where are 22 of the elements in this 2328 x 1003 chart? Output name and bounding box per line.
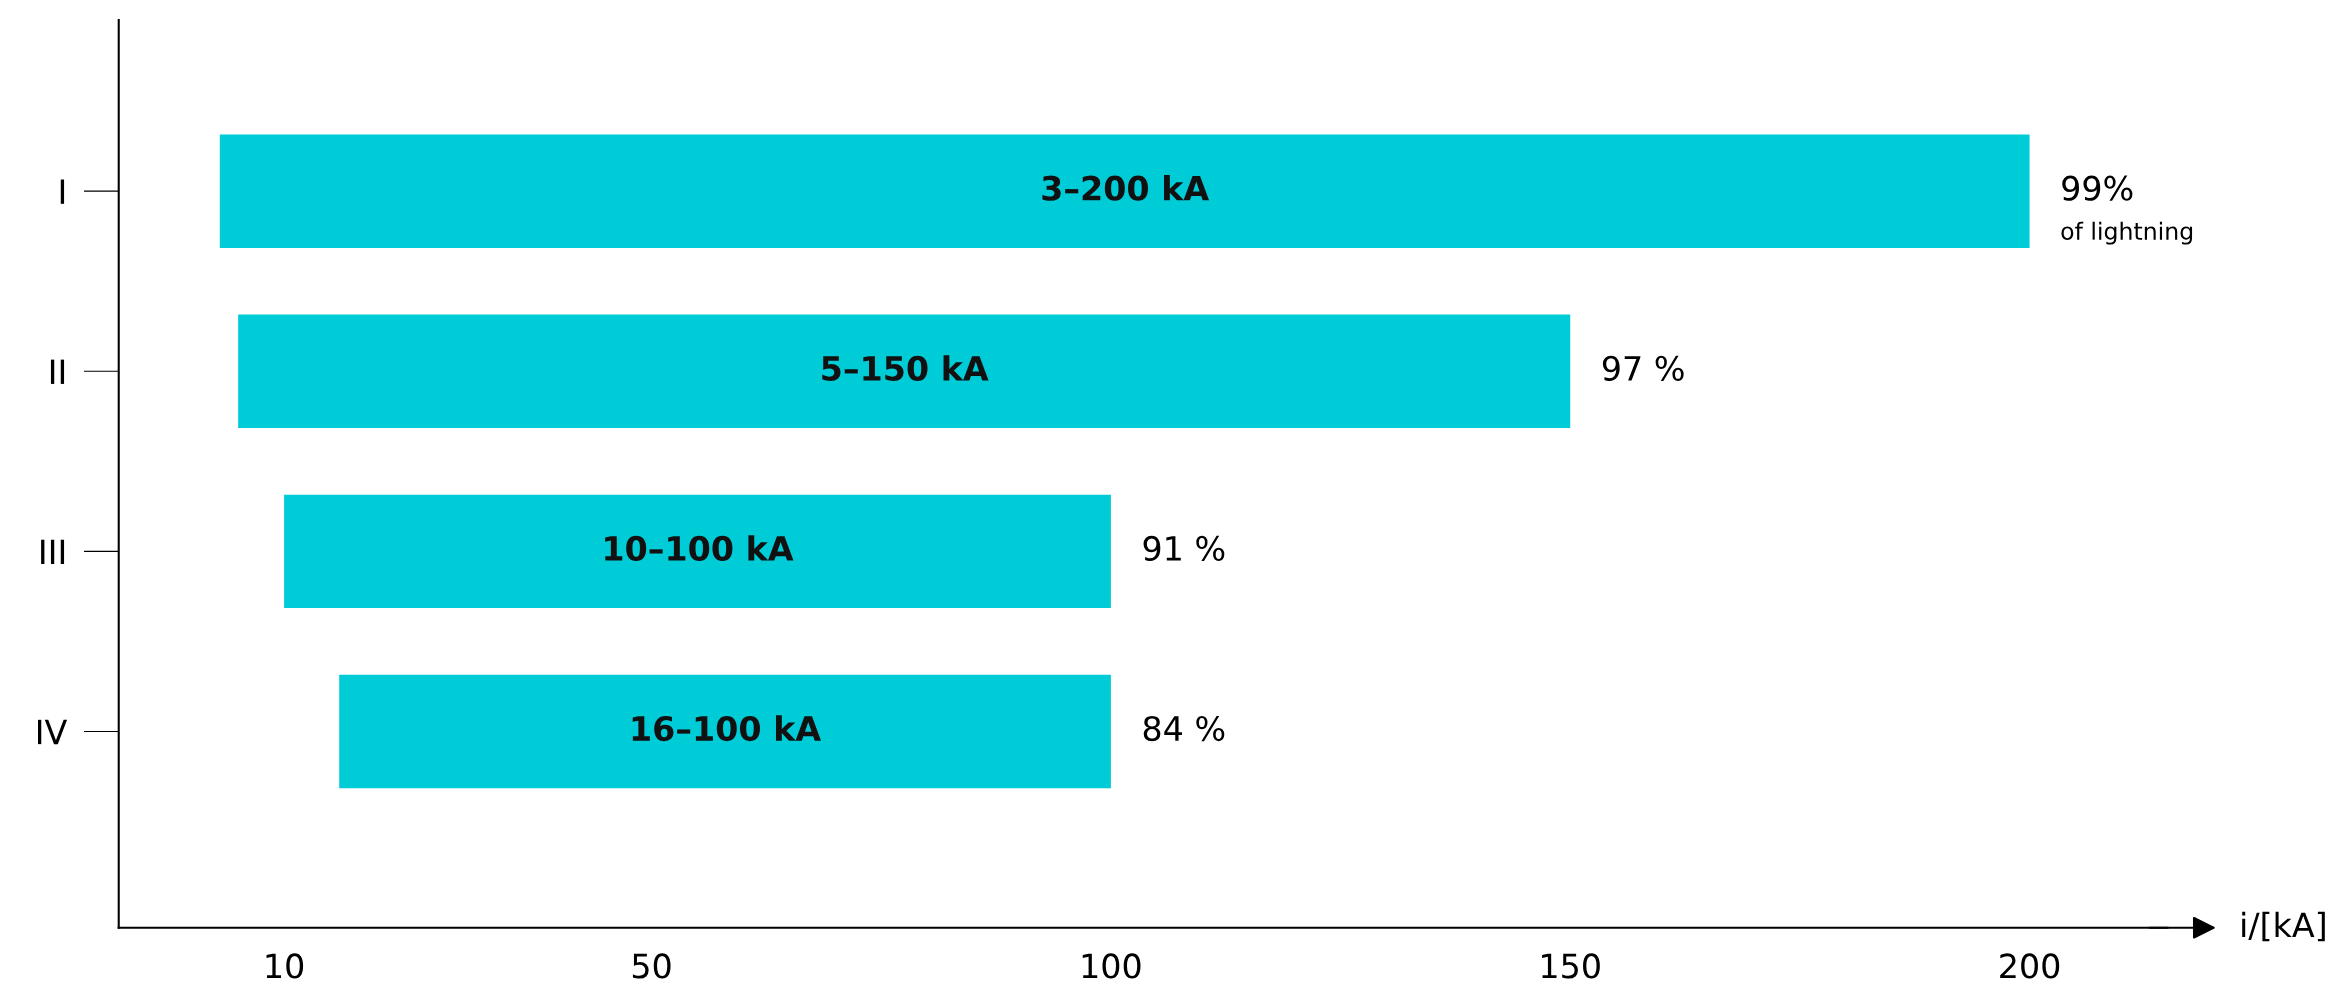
x-tick-label: 150 [1542, 953, 1600, 979]
annotation: 91 % [1143, 535, 1225, 562]
annotation: 97 % [1602, 355, 1684, 381]
data-label: 5–150 kA [822, 355, 989, 381]
x-axis-title: i/[kA] [2242, 911, 2325, 942]
data-label: 10–100 kA [605, 535, 794, 562]
annotation: 99% of lightning [2061, 175, 2193, 245]
x-tick-label: 200 [2000, 953, 2060, 979]
data-label: 16–100 kA [632, 715, 821, 742]
y-tick-label: IV [37, 719, 68, 745]
x-tick-label: 50 [632, 953, 671, 979]
bar [219, 134, 2030, 248]
y-tick-label: III [41, 539, 65, 565]
bar [284, 494, 1111, 609]
y-tick-label: II [50, 359, 65, 384]
bar [339, 674, 1111, 789]
x-tick-label: 10 [266, 953, 304, 979]
data-label: 3–200 kA [1042, 175, 1210, 201]
x-tick-label: 100 [1082, 953, 1141, 979]
annotation: 84 % [1143, 715, 1225, 742]
bar [238, 314, 1571, 428]
y-tick-label: I [60, 179, 65, 204]
